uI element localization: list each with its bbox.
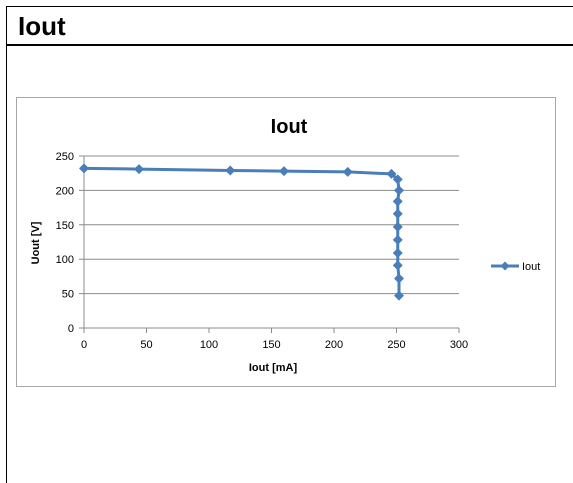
y-tick-labels: 0 50 100 150 200 250	[56, 151, 74, 335]
data-point	[392, 260, 403, 271]
y-axis-label: Uout [V]	[30, 221, 42, 264]
y-tick-label: 200	[56, 185, 74, 197]
axes	[79, 155, 460, 333]
data-point	[79, 163, 89, 174]
x-tick-label: 0	[81, 339, 87, 351]
data-point	[392, 221, 403, 232]
data-point	[392, 208, 403, 219]
y-tick-label: 50	[62, 289, 74, 301]
data-point	[386, 168, 397, 179]
x-axis-label: Iout [mA]	[249, 362, 298, 374]
series-group	[79, 163, 404, 301]
page-title: Iout	[18, 11, 66, 41]
y-tick-label: 100	[56, 254, 74, 266]
grid-lines	[84, 155, 459, 295]
x-tick-label: 50	[140, 339, 152, 351]
data-point	[394, 185, 404, 196]
x-tick-label: 300	[450, 339, 468, 351]
legend: Iout	[491, 261, 540, 273]
y-tick-label: 150	[56, 220, 74, 232]
page-frame	[6, 6, 573, 483]
series-line-1	[83, 166, 401, 296]
chart-container: Iout 0 50 100 150 200 250 0 50 100 150 200 250 300 …	[16, 97, 556, 387]
data-point	[392, 196, 403, 207]
data-point	[342, 166, 353, 177]
header-bar: Iout	[6, 6, 573, 46]
x-tick-label: 200	[325, 339, 343, 351]
data-point	[394, 290, 404, 301]
legend-label: Iout	[522, 261, 540, 273]
x-tick-labels: 0 50 100 150 200 250 300	[81, 339, 468, 351]
chart-title: Iout	[271, 116, 308, 138]
x-tick-label: 150	[262, 339, 280, 351]
data-point	[134, 164, 144, 175]
y-tick-label: 250	[56, 151, 74, 163]
data-point	[392, 248, 403, 259]
data-point	[392, 234, 403, 245]
data-point	[392, 174, 403, 185]
x-tick-label: 250	[387, 339, 405, 351]
legend-marker	[500, 261, 510, 271]
data-point	[225, 165, 236, 176]
y-tick-label: 0	[68, 323, 74, 335]
data-point	[279, 166, 289, 177]
x-tick-label: 100	[200, 339, 218, 351]
data-point	[394, 273, 404, 284]
